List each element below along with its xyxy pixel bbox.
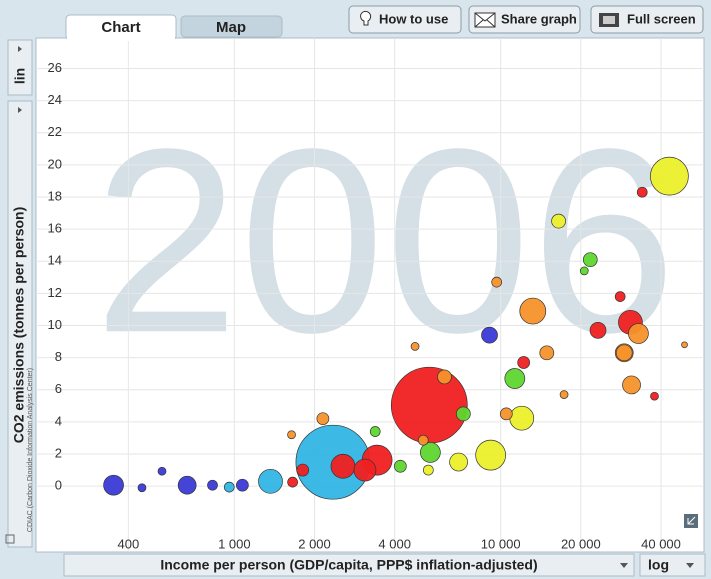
button-share[interactable] [468, 5, 581, 34]
bubble [287, 430, 296, 440]
bubble [353, 458, 377, 482]
bubble [499, 407, 513, 421]
y-tick-label: 10 [48, 317, 62, 332]
bubble [287, 476, 298, 488]
arrow-icon [686, 563, 694, 568]
bubble [437, 369, 452, 385]
y-tick-label: 6 [55, 381, 62, 396]
x-tick-label: 20 000 [561, 536, 601, 551]
bubble [330, 453, 356, 479]
bubble [650, 156, 689, 196]
bubble [509, 405, 535, 431]
y-tick-label: 22 [48, 124, 62, 139]
x-tick-label: 10 000 [481, 536, 521, 551]
bubble [519, 297, 547, 325]
x-tick-label: 1 000 [218, 536, 251, 551]
bubble [517, 356, 531, 369]
bubble [481, 326, 498, 344]
button-label[interactable]: Full screen [627, 11, 696, 26]
y-tick-label: 26 [48, 60, 62, 75]
bubble [417, 434, 429, 446]
button-label[interactable]: Share graph [501, 11, 577, 26]
y-tick-label: 16 [48, 221, 62, 236]
bubble [491, 276, 503, 288]
bubble [137, 483, 147, 493]
bubble [614, 291, 626, 302]
y-tick-label: 8 [55, 349, 62, 364]
tab-joint [67, 36, 175, 41]
x-scale-label[interactable]: log [648, 557, 669, 573]
bubble [551, 213, 566, 229]
bubble [582, 252, 598, 268]
bubble [589, 321, 607, 339]
bubble [236, 478, 249, 492]
bubble [579, 266, 589, 276]
bubble [177, 475, 197, 495]
bulb-icon [360, 10, 372, 26]
bubble [420, 442, 441, 463]
y-tick-label: 14 [48, 253, 62, 268]
year-watermark: 2006 [94, 94, 677, 387]
bubble [628, 323, 649, 344]
bubble [622, 375, 641, 395]
bubble [615, 344, 633, 362]
x-indicator-selector[interactable] [63, 553, 635, 577]
y-axis-label[interactable]: CO2 emissions (tonnes per person) [11, 207, 27, 444]
bubble [316, 412, 330, 426]
bubble [681, 341, 688, 349]
button-how-to-use[interactable] [348, 5, 462, 34]
bubble [296, 463, 310, 477]
y-indicator-selector[interactable] [7, 100, 33, 548]
arrow-icon [620, 563, 628, 568]
arrow-icon [18, 107, 22, 113]
bubble [504, 368, 526, 389]
bubble [369, 426, 381, 437]
bubble [207, 479, 218, 491]
zoom-icon [687, 516, 696, 525]
bubble [475, 439, 507, 471]
y-tick-label: 18 [48, 188, 62, 203]
tab-label[interactable]: Chart [101, 19, 140, 36]
bubble [455, 406, 471, 422]
x-scale-selector[interactable] [639, 553, 706, 577]
y-tick-label: 12 [48, 285, 62, 300]
button-label[interactable]: How to use [379, 11, 448, 26]
x-tick-label: 40 000 [641, 536, 681, 551]
bubble [410, 342, 420, 351]
table-icon [5, 534, 15, 544]
bubble [223, 481, 235, 493]
bubble [390, 366, 468, 444]
tab-map[interactable] [180, 15, 283, 38]
bubble [539, 345, 555, 361]
y-tick-label: 4 [55, 413, 62, 428]
tab-label[interactable]: Map [216, 19, 246, 36]
arrow-icon [18, 46, 22, 52]
x-tick-label: 4 000 [378, 536, 411, 551]
bubble [559, 390, 569, 399]
bubble [636, 186, 648, 198]
x-tick-label: 400 [118, 536, 140, 551]
bubble [103, 474, 124, 496]
bubble [422, 464, 434, 476]
bubble [650, 391, 659, 401]
bubble [393, 459, 407, 473]
y-tick-label: 0 [55, 478, 62, 493]
mail-icon [474, 12, 496, 28]
y-axis-subtitle: CDIAC (Carbon Dioxide Information Analys… [27, 368, 34, 532]
bubble [449, 452, 468, 472]
bubble [157, 466, 167, 476]
y-tick-label: 20 [48, 156, 62, 171]
screen-icon [603, 16, 615, 24]
x-axis-label[interactable]: Income per person (GDP/capita, PPP$ infl… [160, 557, 537, 573]
y-scale-label[interactable]: lin [12, 68, 28, 84]
bubble [258, 468, 283, 494]
y-tick-label: 2 [55, 445, 62, 460]
x-tick-label: 2 000 [298, 536, 331, 551]
y-tick-label: 24 [48, 92, 62, 107]
